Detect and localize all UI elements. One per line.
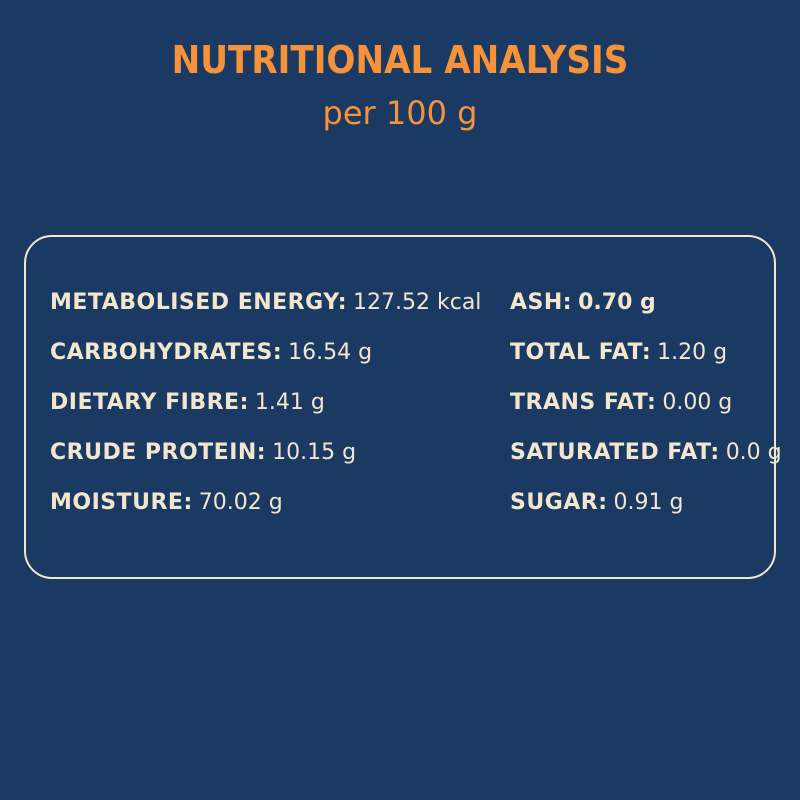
nutrient-row: TRANS FAT: 0.00 g — [510, 390, 782, 440]
nutrient-label: SATURATED FAT: — [510, 440, 720, 465]
nutrient-label: DIETARY FIBRE: — [50, 390, 249, 415]
nutrient-value: 70.02 g — [198, 490, 283, 515]
nutrient-row: CRUDE PROTEIN: 10.15 g — [50, 440, 481, 490]
nutrient-row: SUGAR: 0.91 g — [510, 490, 782, 540]
nutrient-label: ASH: — [510, 290, 573, 315]
nutrient-row: METABOLISED ENERGY: 127.52 kcal — [50, 290, 481, 340]
nutrient-row: TOTAL FAT: 1.20 g — [510, 340, 782, 390]
nutrient-label: CRUDE PROTEIN: — [50, 440, 267, 465]
nutrient-row: ASH: 0.70 g — [510, 290, 782, 340]
nutrient-label: SUGAR: — [510, 490, 608, 515]
nutrient-row: SATURATED FAT: 0.0 g — [510, 440, 782, 490]
nutrient-value: 1.20 g — [657, 340, 728, 365]
nutrient-label: TRANS FAT: — [510, 390, 657, 415]
subtitle: per 100 g — [322, 94, 478, 132]
nutrient-value: 0.91 g — [613, 490, 684, 515]
title: NUTRITIONAL ANALYSIS — [171, 38, 629, 82]
nutrient-value: 10.15 g — [272, 440, 357, 465]
left-column: METABOLISED ENERGY: 127.52 kcal CARBOHYDRA… — [50, 290, 481, 540]
nutrient-value: 1.41 g — [254, 390, 325, 415]
nutrient-value: 0.00 g — [662, 390, 733, 415]
nutrient-label: MOISTURE: — [50, 490, 193, 515]
nutrient-label: METABOLISED ENERGY: — [50, 290, 348, 315]
nutrient-value: 127.52 kcal — [353, 290, 482, 315]
nutrient-label: TOTAL FAT: — [510, 340, 652, 365]
nutrient-value: 0.70 g — [578, 290, 656, 315]
nutrient-row: CARBOHYDRATES: 16.54 g — [50, 340, 481, 390]
nutrient-row: DIETARY FIBRE: 1.41 g — [50, 390, 481, 440]
nutrient-value: 16.54 g — [288, 340, 373, 365]
nutrient-row: MOISTURE: 70.02 g — [50, 490, 481, 540]
nutrient-value: 0.0 g — [725, 440, 782, 465]
right-column: ASH: 0.70 g TOTAL FAT: 1.20 g TRANS FAT: 0.00… — [510, 290, 782, 540]
panel — [24, 235, 776, 579]
nutrient-label: CARBOHYDRATES: — [50, 340, 283, 365]
